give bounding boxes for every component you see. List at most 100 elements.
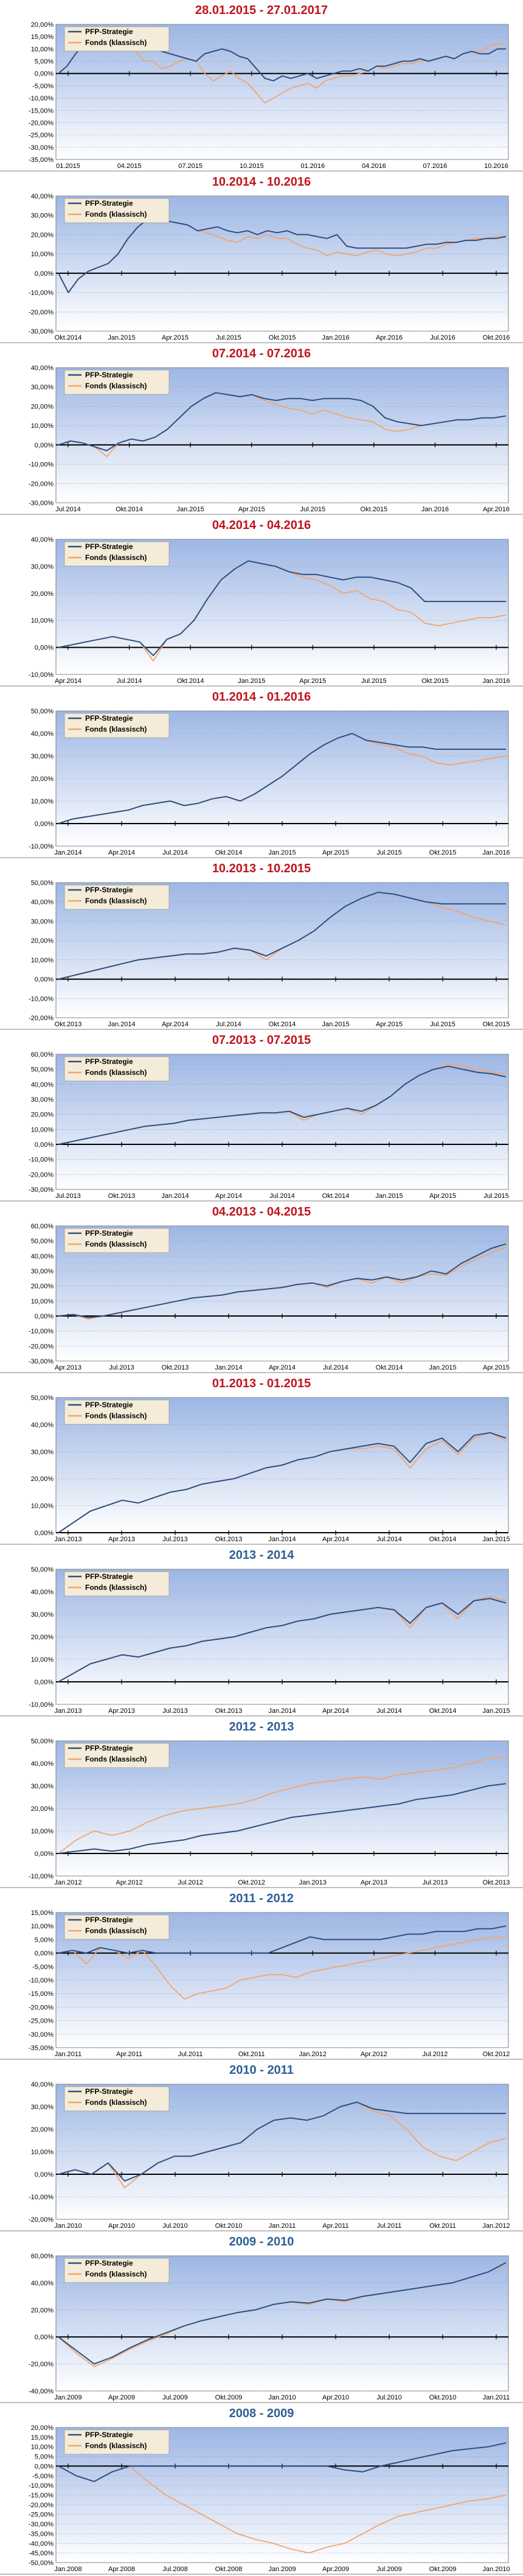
x-tick-label: Jul.2015 <box>216 334 241 341</box>
legend-label: PFP-Strategie <box>85 2259 133 2267</box>
legend-box <box>64 1743 170 1768</box>
legend-label: Fonds (klassisch) <box>85 1068 147 1077</box>
x-tick-label: Apr.2014 <box>322 1707 349 1715</box>
legend: PFP-Strategie Fonds (klassisch) <box>64 884 170 910</box>
x-tick-label: Okt.2012 <box>238 1879 265 1886</box>
x-tick-label: Jan.2013 <box>54 1707 81 1715</box>
x-tick-label: Okt.2013 <box>108 1192 136 1200</box>
x-tick-label: Jan.2010 <box>482 2566 510 2573</box>
y-tick-label: -20,00% <box>29 119 54 127</box>
x-tick-label: Okt.2015 <box>269 334 296 341</box>
y-tick-label: 10,00% <box>31 2444 54 2451</box>
chart-title: 2009 - 2010 <box>229 2235 294 2249</box>
x-tick-label: Jul.2014 <box>216 1021 241 1028</box>
line-chart: 60,00% 50,00% 40,00% 30,00% 20,00% 10,00% 0,00… <box>29 1051 509 1200</box>
line-chart: 60,00%40,00%20,00%0,00%-20,00%-40,00%Jan… <box>29 2253 510 2401</box>
line-chart: 40,00% 30,00% 20,00% 10,00% 0,00% -10,00% -20,… <box>29 193 510 341</box>
legend-label: PFP-Strategie <box>85 1229 133 1237</box>
x-tick-label: Jul.2015 <box>376 849 402 856</box>
chart-title: 10.2013 - 10.2015 <box>212 862 311 875</box>
y-tick-label: 10,00% <box>31 1923 54 1930</box>
x-tick-label: Jan.2015 <box>482 1707 510 1715</box>
y-tick-label: -20,00% <box>29 1343 54 1350</box>
legend: PFP-Strategie Fonds (klassisch) <box>64 1743 170 1768</box>
y-tick-label: -40,00% <box>29 2388 54 2395</box>
y-tick-label: -10,00% <box>29 995 54 1003</box>
legend: PFP-Strategie Fonds (klassisch) <box>64 2429 170 2455</box>
x-tick-label: Apr.2011 <box>322 2222 348 2230</box>
y-tick-label: -10,00% <box>29 1873 54 1880</box>
x-tick-label: Jul.2011 <box>377 2222 402 2230</box>
y-tick-label: 0,00% <box>35 976 54 984</box>
x-tick-label: Jan.2015 <box>238 677 265 685</box>
x-tick-label: 04.2016 <box>362 163 386 170</box>
chart-title: 07.2013 - 07.2015 <box>212 1034 311 1047</box>
y-tick-label: 40,00% <box>31 1253 54 1260</box>
y-tick-label: -15,00% <box>29 107 54 114</box>
legend-label: Fonds (klassisch) <box>85 1412 147 1420</box>
y-tick-label: -10,00% <box>29 843 54 850</box>
y-tick-label: 0,00% <box>35 71 54 78</box>
chart-title: 2013 - 2014 <box>229 1549 294 1562</box>
x-tick-label: Apr.2008 <box>108 2566 135 2573</box>
x-tick-label: Okt.2015 <box>483 1021 510 1028</box>
series-line-pfp-strategie <box>58 1065 507 1145</box>
x-tick-label: Jan.2010 <box>268 2394 296 2401</box>
y-tick-label: 20,00% <box>31 1634 54 1641</box>
y-tick-label: -5,00% <box>32 83 54 90</box>
line-chart: 40,00%30,00%20,00%10,00%0,00%-10,00%Apr.… <box>29 536 510 685</box>
y-tick-label: 40,00% <box>31 730 54 738</box>
chart-title: 2010 - 2011 <box>229 2063 294 2077</box>
x-tick-label: Jul.2015 <box>300 506 325 513</box>
y-tick-label: 15,00% <box>31 2434 54 2441</box>
y-tick-label: 50,00% <box>31 1738 54 1745</box>
line-chart: 50,00% 40,00% 30,00% 20,00% 10,00% 0,00% -10,0… <box>29 708 510 856</box>
x-tick-label: Jul.2015 <box>483 1192 509 1200</box>
x-tick-label: Jul.2013 <box>423 1879 448 1886</box>
x-tick-label: Jul.2016 <box>430 334 455 341</box>
legend-label: Fonds (klassisch) <box>85 1583 147 1592</box>
chart-panel: 07.2013 - 07.2015 60,00% 50,00% 40,00% 30,00… <box>0 1030 523 1202</box>
y-tick-label: 40,00% <box>31 365 54 372</box>
x-tick-label: Okt.2014 <box>116 506 143 513</box>
chart-panel: 01.2013 - 01.2015 50,00% 40,00% 30,00% 20,00… <box>0 1373 523 1545</box>
y-tick-label: -20,00% <box>29 1015 54 1022</box>
x-tick-label: Jan.2012 <box>299 2051 327 2058</box>
y-tick-label: 40,00% <box>31 2280 54 2287</box>
x-tick-label: Jan.2015 <box>177 506 204 513</box>
y-tick-label: -10,00% <box>29 1701 54 1709</box>
x-tick-label: 01.2016 <box>300 163 325 170</box>
legend-label: Fonds (klassisch) <box>85 2098 147 2107</box>
y-tick-label: -10,00% <box>29 671 54 679</box>
legend-box <box>64 1228 170 1253</box>
x-tick-label: Jul.2013 <box>162 1707 188 1715</box>
y-tick-label: 0,00% <box>35 442 54 449</box>
y-tick-label: 30,00% <box>31 1096 54 1104</box>
y-tick-label: -30,00% <box>29 1186 54 1194</box>
x-tick-label: Jul.2014 <box>55 506 81 513</box>
chart-panel: 10.2013 - 10.2015 50,00% 40,00% 30,00% 20,00… <box>0 858 523 1030</box>
legend-box <box>64 1571 170 1597</box>
legend-box <box>64 1056 170 1082</box>
y-tick-label: 0,00% <box>35 2463 54 2470</box>
chart-panel: 2008 - 2009 20,00% 15,00% 10,00% 5,00% 0,00% -… <box>0 2403 523 2575</box>
y-tick-label: 10,00% <box>31 957 54 964</box>
x-tick-label: Apr.2013 <box>108 1536 135 1543</box>
legend: PFP-Strategie Fonds (klassisch) <box>64 2086 170 2112</box>
y-tick-label: -35,00% <box>29 2530 54 2538</box>
x-tick-label: 10.2016 <box>484 163 508 170</box>
y-tick-label: 40,00% <box>31 2081 54 2088</box>
y-tick-label: 20,00% <box>31 1805 54 1813</box>
y-tick-label: -10,00% <box>29 1977 54 1984</box>
chart-panel: 2013 - 2014 50,00% 40,00% 30,00% 20,00% 10,00… <box>0 1545 523 1717</box>
legend-box <box>64 1914 170 1940</box>
y-tick-label: -20,00% <box>29 309 54 316</box>
y-tick-label: -35,00% <box>29 156 54 164</box>
x-tick-label: Okt.2013 <box>55 1021 82 1028</box>
x-tick-label: Okt.2013 <box>215 1536 243 1543</box>
x-tick-label: Apr.2014 <box>269 1364 296 1371</box>
x-tick-label: Jan.2011 <box>483 2394 510 2401</box>
y-tick-label: 40,00% <box>31 899 54 906</box>
legend: PFP-Strategie Fonds (klassisch) <box>64 369 170 395</box>
x-tick-label: Apr.2011 <box>116 2051 142 2058</box>
